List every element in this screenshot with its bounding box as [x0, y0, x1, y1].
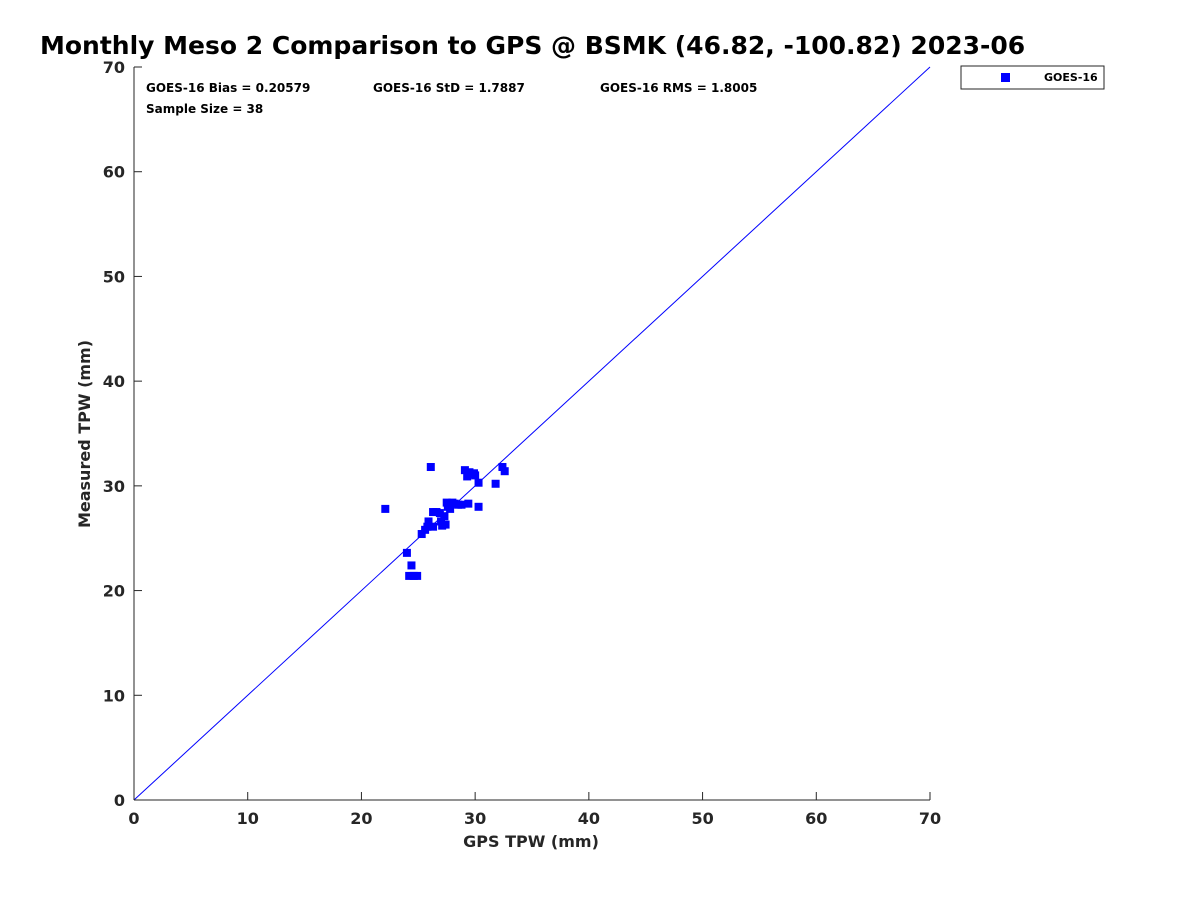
data-point	[424, 517, 433, 526]
data-point	[441, 520, 450, 529]
data-point	[474, 478, 483, 487]
x-ticks: 0 10 20 30 40 50 60 70	[128, 792, 941, 828]
data-point	[440, 512, 449, 521]
y-tick-label: 20	[103, 582, 125, 601]
x-tick-label: 0	[128, 809, 139, 828]
x-tick-label: 30	[464, 809, 486, 828]
y-tick-label: 30	[103, 477, 125, 496]
y-axis-label: Measured TPW (mm)	[75, 340, 94, 528]
data-points	[381, 463, 509, 580]
x-tick-label: 60	[805, 809, 827, 828]
stats-block: GOES-16 Bias = 0.20579 GOES-16 StD = 1.7…	[146, 81, 757, 116]
x-tick-label: 50	[691, 809, 713, 828]
rms-stat: GOES-16 RMS = 1.8005	[600, 81, 757, 95]
legend-square-marker	[1001, 73, 1010, 82]
data-point	[471, 471, 480, 480]
sample-size-stat: Sample Size = 38	[146, 102, 263, 116]
x-tick-label: 70	[919, 809, 941, 828]
x-tick-label: 20	[350, 809, 372, 828]
data-point	[402, 548, 411, 557]
legend-entry-goes16: GOES-16	[1044, 71, 1098, 84]
data-point	[437, 517, 446, 526]
data-point	[474, 502, 483, 511]
data-point	[381, 504, 390, 513]
data-point	[435, 509, 444, 518]
y-tick-label: 70	[103, 58, 125, 77]
std-stat: GOES-16 StD = 1.7887	[373, 81, 525, 95]
data-point	[426, 463, 435, 472]
data-point	[463, 472, 472, 481]
data-point	[417, 530, 426, 539]
data-point	[413, 571, 422, 580]
bias-stat: GOES-16 Bias = 0.20579	[146, 81, 310, 95]
legend: GOES-16	[960, 65, 1105, 90]
y-tick-label: 10	[103, 686, 125, 705]
x-tick-label: 10	[237, 809, 259, 828]
data-point	[407, 561, 416, 570]
data-point	[500, 467, 509, 476]
x-axis-label: GPS TPW (mm)	[463, 832, 599, 851]
reference-line-layer	[133, 66, 931, 801]
data-point	[446, 504, 455, 513]
y-tick-label: 40	[103, 372, 125, 391]
one-to-one-line	[133, 66, 931, 801]
data-point	[457, 500, 466, 509]
data-point	[442, 498, 451, 507]
data-point	[429, 522, 438, 531]
data-point	[491, 479, 500, 488]
data-point	[498, 463, 507, 472]
data-point	[464, 499, 473, 508]
y-ticks: 0 10 20 30 40 50 60 70	[103, 58, 142, 810]
y-tick-label: 0	[114, 791, 125, 810]
data-point	[405, 571, 414, 580]
y-tick-label: 60	[103, 163, 125, 182]
data-point	[423, 522, 432, 531]
plot-area: 0 10 20 30 40 50 60 70 0 10 20 30 40 50 60 70	[103, 58, 941, 828]
y-tick-label: 50	[103, 267, 125, 286]
x-tick-label: 40	[578, 809, 600, 828]
legend-box	[960, 65, 1105, 90]
data-point	[460, 466, 469, 475]
chart-title: Monthly Meso 2 Comparison to GPS @ BSMK …	[40, 31, 1025, 60]
